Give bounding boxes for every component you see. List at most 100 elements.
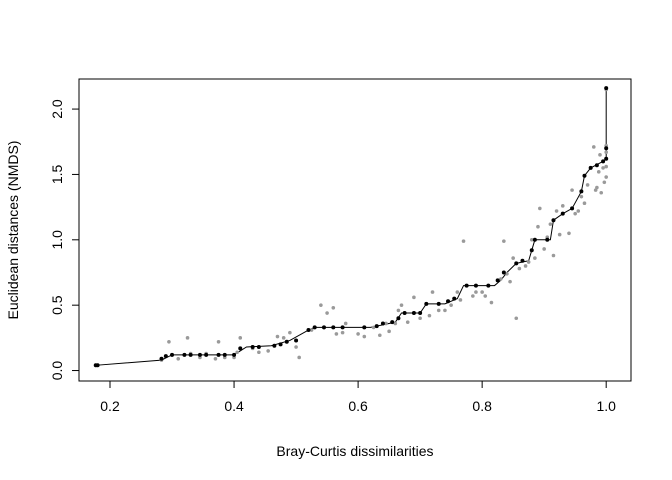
- observed-point: [443, 308, 447, 313]
- observed-point: [418, 316, 422, 321]
- observed-point: [579, 194, 584, 199]
- fitted-point: [594, 163, 599, 168]
- fitted-point: [402, 311, 407, 316]
- observed-point: [567, 231, 571, 236]
- fitted-point: [473, 283, 478, 288]
- x-tick-label: 1.0: [596, 398, 616, 414]
- observed-point: [309, 328, 314, 332]
- plot-frame: [78, 78, 632, 382]
- fitted-point: [588, 165, 593, 170]
- fitted-point: [197, 352, 202, 357]
- observed-point: [542, 247, 546, 251]
- observed-point: [384, 321, 388, 326]
- observed-point: [436, 308, 441, 313]
- fitted-point: [424, 301, 429, 306]
- fitted-point: [284, 339, 289, 344]
- x-tick-label: 0.2: [100, 398, 120, 414]
- fitted-point: [411, 311, 416, 316]
- fitted-point: [570, 206, 575, 211]
- fitted-point: [486, 283, 491, 288]
- fitted-point: [579, 189, 584, 194]
- fitted-point: [604, 156, 609, 161]
- fitted-point: [272, 343, 277, 348]
- observed-point: [533, 256, 537, 260]
- observed-point: [471, 294, 475, 298]
- observed-point: [461, 239, 466, 243]
- observed-point: [602, 180, 607, 185]
- observed-point: [573, 211, 577, 216]
- observed-point: [325, 311, 329, 315]
- fitted-point: [250, 345, 255, 350]
- fitted-point: [560, 211, 565, 216]
- fitted-point: [331, 325, 336, 330]
- fitted-point: [520, 258, 525, 263]
- observed-point: [514, 316, 519, 321]
- fitted-point: [340, 325, 345, 330]
- observed-point: [599, 190, 604, 195]
- observed-point: [275, 334, 280, 339]
- observed-point: [288, 330, 292, 335]
- fitted-point: [222, 352, 227, 357]
- observed-point: [576, 209, 581, 213]
- observed-point: [585, 183, 590, 187]
- observed-point: [449, 303, 453, 307]
- observed-point: [591, 145, 596, 149]
- fitted-point: [514, 261, 519, 266]
- observed-point: [334, 332, 339, 336]
- observed-point: [319, 303, 323, 307]
- x-axis-title: Bray-Curtis dissimilarities: [276, 443, 433, 459]
- y-axis: 0.0 0.5 1.0 1.5 2.0: [49, 99, 80, 380]
- fitted-point: [362, 325, 367, 330]
- fitted-point: [604, 146, 609, 151]
- fitted-point: [418, 311, 423, 316]
- observed-point: [604, 164, 608, 169]
- observed-point: [526, 260, 531, 264]
- observed-point: [378, 333, 382, 338]
- fitted-point: [238, 346, 243, 351]
- fitted-point: [464, 283, 469, 288]
- fitted-step-line: [95, 88, 607, 366]
- observed-point: [529, 238, 534, 242]
- observed-point: [551, 253, 556, 258]
- observed-point: [505, 271, 509, 276]
- x-tick-label: 0.4: [224, 398, 244, 414]
- observed-point: [427, 313, 432, 318]
- observed-point: [176, 356, 181, 361]
- observed-point: [257, 350, 261, 355]
- observed-point: [297, 355, 301, 360]
- fitted-point: [380, 321, 385, 326]
- observed-point: [480, 290, 484, 294]
- observed-point: [582, 201, 587, 205]
- fitted-point: [495, 278, 500, 283]
- fitted-point: [312, 325, 317, 330]
- observed-point: [601, 166, 605, 170]
- fitted-point: [374, 324, 379, 329]
- y-tick-label: 0.5: [49, 295, 65, 315]
- observed-point: [511, 256, 515, 260]
- observed-point: [213, 356, 218, 361]
- observed-point: [560, 204, 565, 208]
- fitted-point: [551, 218, 556, 223]
- fitted-point: [396, 316, 401, 321]
- x-axis: 0.2 0.4 0.6 0.8 1.0: [100, 380, 616, 414]
- fitted-point: [232, 352, 237, 357]
- observed-point: [412, 295, 416, 300]
- observed-point: [387, 329, 391, 334]
- y-tick-label: 1.0: [49, 230, 65, 250]
- observed-point: [294, 345, 298, 349]
- fitted-point: [501, 270, 506, 275]
- observed-point: [362, 334, 367, 339]
- y-axis-title: Euclidean distances (NMDS): [5, 141, 21, 320]
- observed-point: [458, 298, 463, 302]
- fitted-point: [278, 342, 283, 347]
- observed-point: [548, 222, 553, 226]
- observed-point: [430, 290, 435, 294]
- observed-point: [538, 206, 542, 211]
- fitted-point: [216, 352, 221, 357]
- observed-point: [340, 330, 345, 335]
- observed-point: [396, 308, 401, 313]
- fitted-point: [163, 354, 168, 359]
- fitted-point: [604, 86, 609, 91]
- observed-point: [393, 321, 398, 326]
